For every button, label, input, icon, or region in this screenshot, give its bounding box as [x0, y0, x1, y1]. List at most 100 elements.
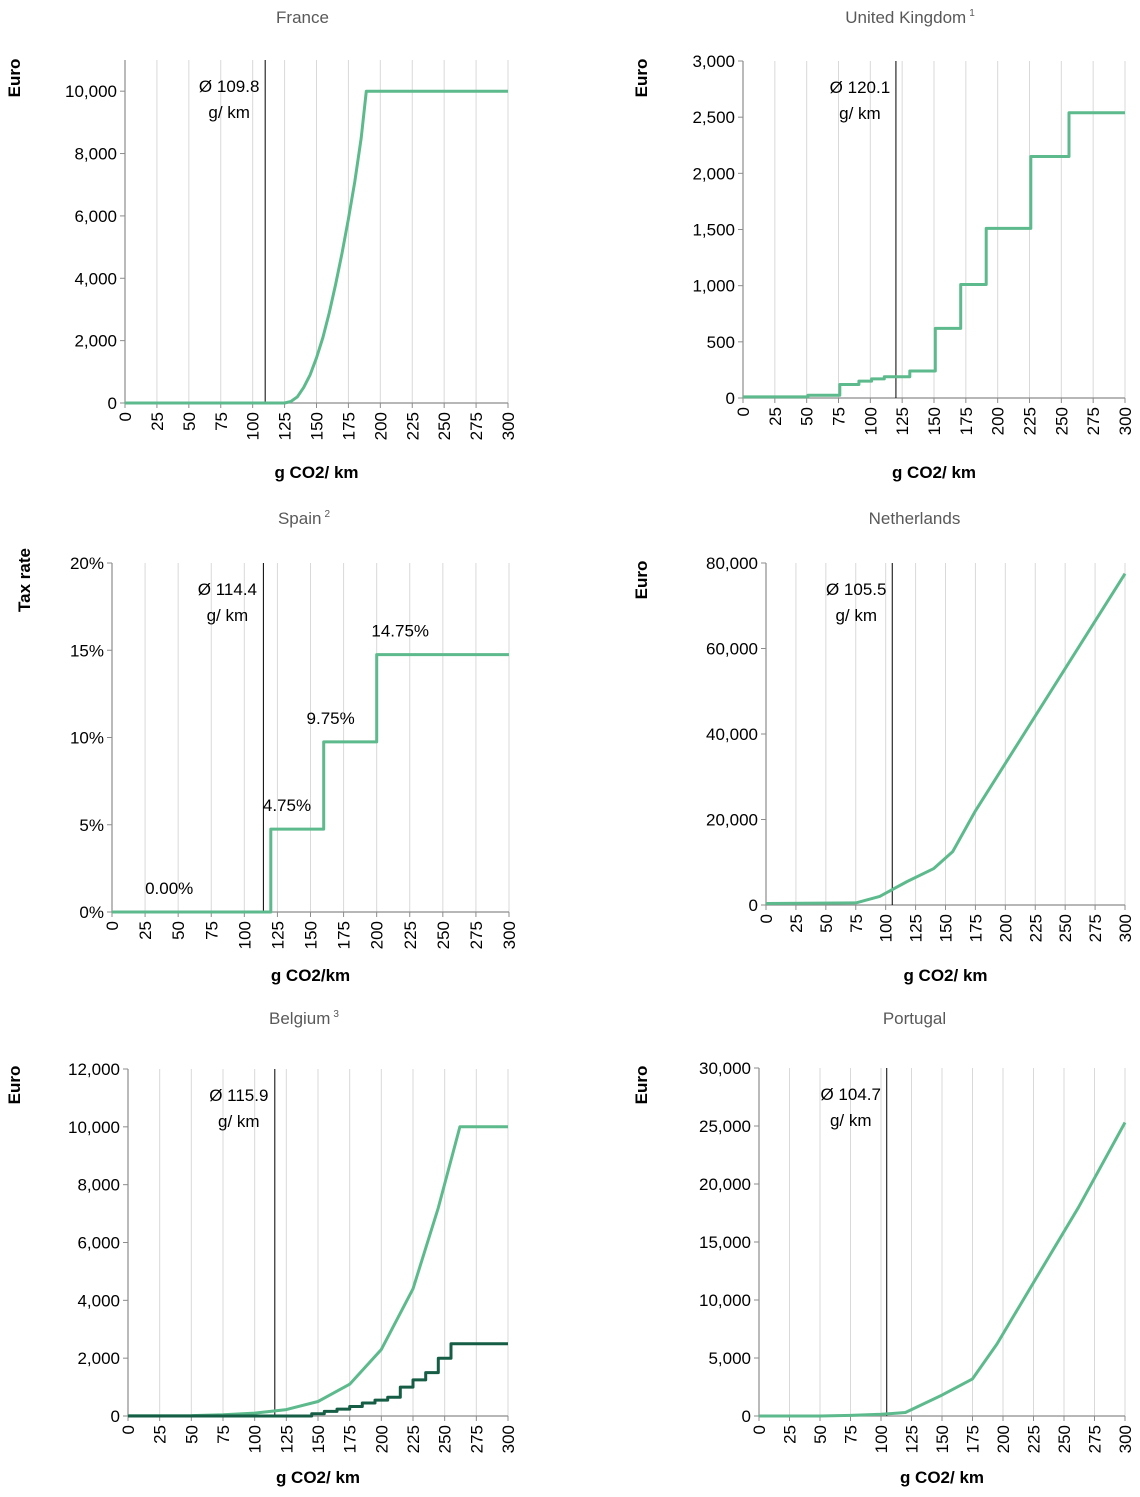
y-tick-label: 80,000: [706, 554, 758, 573]
x-tick-label: 75: [202, 921, 221, 940]
y-tick-label: 2,000: [692, 164, 735, 183]
x-tick-label: 150: [925, 407, 944, 435]
y-tick-label: 12,000: [68, 1060, 120, 1079]
x-tick-label: 300: [1116, 1425, 1135, 1453]
mean-label-unit: g/ km: [839, 104, 881, 123]
chart-title-spain: Spain 2: [277, 509, 331, 528]
chart-svg-spain: 0% 5% 10% 15% 20% 0 25 50 75 100 125 150 175 200 225 25…: [15, 548, 519, 985]
x-tick-label: 0: [103, 921, 122, 930]
x-tick-label: 125: [268, 921, 287, 949]
data-value-label: 0.00%: [145, 879, 193, 898]
x-tick-label: 225: [1026, 914, 1045, 942]
y-tick-label: 40,000: [706, 725, 758, 744]
x-tick-label: 250: [1055, 1425, 1074, 1453]
x-tick-label: 225: [404, 1425, 423, 1453]
chart-title-portugal: Portugal: [882, 1009, 947, 1028]
y-tick-label: 15%: [70, 641, 104, 660]
x-tick-label: 100: [235, 921, 254, 949]
x-tick-label: 100: [861, 407, 880, 435]
x-tick-label: 150: [937, 914, 956, 942]
x-tick-label: 25: [151, 1425, 170, 1444]
y-tick-label: 10,000: [699, 1291, 751, 1310]
chart-svg-portugal: 0 5,000 10,000 15,000 20,000 25,000 30,000 0 25 5…: [632, 1059, 1135, 1487]
x-tick-label: 225: [1025, 1425, 1044, 1453]
chart-panel-france: France 0 2,000 4,000 6,000 8,000 10,000 0 25 50 7…: [0, 0, 570, 495]
x-tick-label: 75: [847, 914, 866, 933]
x-tick-label: 125: [276, 412, 295, 440]
mean-label-value: Ø 105.5: [826, 580, 887, 599]
y-tick-label: 20%: [70, 554, 104, 573]
x-tick-label: 125: [903, 1425, 922, 1453]
x-tick-label: 250: [435, 412, 454, 440]
x-tick-label: 150: [302, 921, 321, 949]
y-axis-title: Euro: [5, 59, 24, 98]
chart-panel-netherlands: Netherlands 0 20,000 40,000 60,000 80,000 0 25…: [570, 495, 1140, 995]
y-tick-label: 5%: [79, 816, 104, 835]
x-tick-label: 50: [798, 407, 817, 426]
x-tick-label: 0: [750, 1425, 769, 1434]
y-axis-title: Euro: [632, 59, 651, 98]
x-tick-label: 175: [964, 1425, 983, 1453]
y-tick-label: 3,000: [692, 52, 735, 71]
x-tick-label: 0: [119, 1425, 138, 1434]
x-tick-label: 175: [966, 914, 985, 942]
x-tick-label: 25: [148, 412, 167, 431]
x-tick-label: 25: [136, 921, 155, 940]
x-tick-label: 250: [434, 921, 453, 949]
chart-title-netherlands: Netherlands: [868, 509, 961, 528]
x-tick-label: 150: [308, 412, 327, 440]
x-tick-label: 25: [787, 914, 806, 933]
x-axis-title: g CO2/ km: [903, 966, 987, 985]
x-tick-label: 25: [781, 1425, 800, 1444]
y-axis-title: Euro: [632, 561, 651, 600]
x-tick-label: 50: [182, 1425, 201, 1444]
series-line-1: [743, 111, 1125, 399]
y-tick-label: 0: [111, 1407, 120, 1426]
chart-panel-portugal: Portugal 0 5,000 10,000 15,000 20,000 25,000 3…: [570, 995, 1140, 1497]
x-tick-label: 200: [989, 407, 1008, 435]
y-tick-label: 20,000: [699, 1175, 751, 1194]
mean-label-unit: g/ km: [218, 1112, 260, 1131]
x-tick-label: 25: [766, 407, 785, 426]
x-tick-label: 225: [1021, 407, 1040, 435]
y-tick-label: 8,000: [74, 145, 117, 164]
x-tick-label: 200: [371, 412, 390, 440]
x-tick-label: 125: [907, 914, 926, 942]
y-tick-label: 1,500: [692, 221, 735, 240]
x-tick-label: 100: [244, 412, 263, 440]
x-tick-label: 275: [467, 1425, 486, 1453]
x-tick-label: 300: [499, 412, 518, 440]
x-tick-label: 75: [842, 1425, 861, 1444]
x-tick-label: 50: [180, 412, 199, 431]
mean-label-value: Ø 104.7: [820, 1085, 881, 1104]
series-line-1: [125, 89, 508, 405]
x-tick-label: 0: [734, 407, 753, 416]
x-tick-label: 200: [996, 914, 1015, 942]
y-tick-label: 0%: [79, 903, 104, 922]
series-line-1: [765, 572, 1127, 905]
x-tick-label: 300: [500, 921, 519, 949]
y-tick-label: 10%: [70, 729, 104, 748]
series-line-2: [128, 1342, 508, 1418]
y-tick-label: 6,000: [74, 207, 117, 226]
y-tick-label: 0: [749, 896, 758, 915]
x-tick-label: 100: [872, 1425, 891, 1453]
x-tick-label: 100: [877, 914, 896, 942]
chart-panel-belgium: Belgium 3 0 2,000 4,000 6,000 8,000 10,000 12,0…: [0, 995, 570, 1497]
y-tick-label: 25,000: [699, 1117, 751, 1136]
chart-title-france: France: [276, 8, 329, 27]
y-tick-label: 0: [108, 394, 117, 413]
chart-svg-netherlands: 0 20,000 40,000 60,000 80,000 0 25 50 75 100 125 15…: [632, 554, 1135, 985]
x-tick-label: 75: [830, 407, 849, 426]
x-axis-title: g CO2/ km: [892, 463, 976, 482]
chart-svg-france: 0 2,000 4,000 6,000 8,000 10,000 0 25 50 75 100 125…: [5, 59, 518, 482]
y-tick-label: 1,000: [692, 277, 735, 296]
series-line-1: [112, 653, 509, 914]
x-tick-label: 275: [1084, 407, 1103, 435]
x-tick-label: 275: [1086, 914, 1105, 942]
x-axis-title: g CO2/ km: [900, 1468, 984, 1487]
x-tick-label: 200: [372, 1425, 391, 1453]
x-tick-label: 250: [436, 1425, 455, 1453]
x-tick-label: 50: [811, 1425, 830, 1444]
mean-label-unit: g/ km: [830, 1111, 872, 1130]
